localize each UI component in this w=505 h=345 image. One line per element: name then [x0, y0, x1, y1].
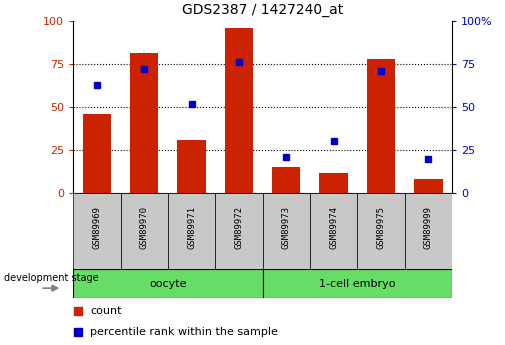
- Bar: [73, 269, 263, 298]
- Bar: [263, 193, 310, 269]
- Bar: [310, 193, 358, 269]
- Text: GSM89999: GSM89999: [424, 206, 433, 249]
- Text: GSM89972: GSM89972: [234, 206, 243, 249]
- Bar: [83, 114, 111, 193]
- Bar: [272, 167, 300, 193]
- Text: oocyte: oocyte: [149, 279, 187, 289]
- Bar: [73, 193, 121, 269]
- Bar: [121, 193, 168, 269]
- Text: GSM89974: GSM89974: [329, 206, 338, 249]
- Text: development stage: development stage: [4, 273, 98, 283]
- Bar: [405, 193, 452, 269]
- Text: GSM89969: GSM89969: [92, 206, 102, 249]
- Bar: [215, 193, 263, 269]
- Bar: [367, 59, 395, 193]
- Bar: [225, 28, 253, 193]
- Bar: [358, 193, 405, 269]
- Text: GSM89971: GSM89971: [187, 206, 196, 249]
- Text: GSM89975: GSM89975: [376, 206, 385, 249]
- Text: count: count: [90, 306, 122, 316]
- Bar: [414, 179, 442, 193]
- Text: 1-cell embryo: 1-cell embryo: [319, 279, 395, 289]
- Bar: [177, 140, 206, 193]
- Bar: [130, 53, 159, 193]
- Text: GSM89970: GSM89970: [140, 206, 149, 249]
- Bar: [168, 193, 215, 269]
- Bar: [320, 172, 348, 193]
- Title: GDS2387 / 1427240_at: GDS2387 / 1427240_at: [182, 3, 343, 17]
- Text: GSM89973: GSM89973: [282, 206, 291, 249]
- Bar: [263, 269, 452, 298]
- Text: percentile rank within the sample: percentile rank within the sample: [90, 327, 278, 337]
